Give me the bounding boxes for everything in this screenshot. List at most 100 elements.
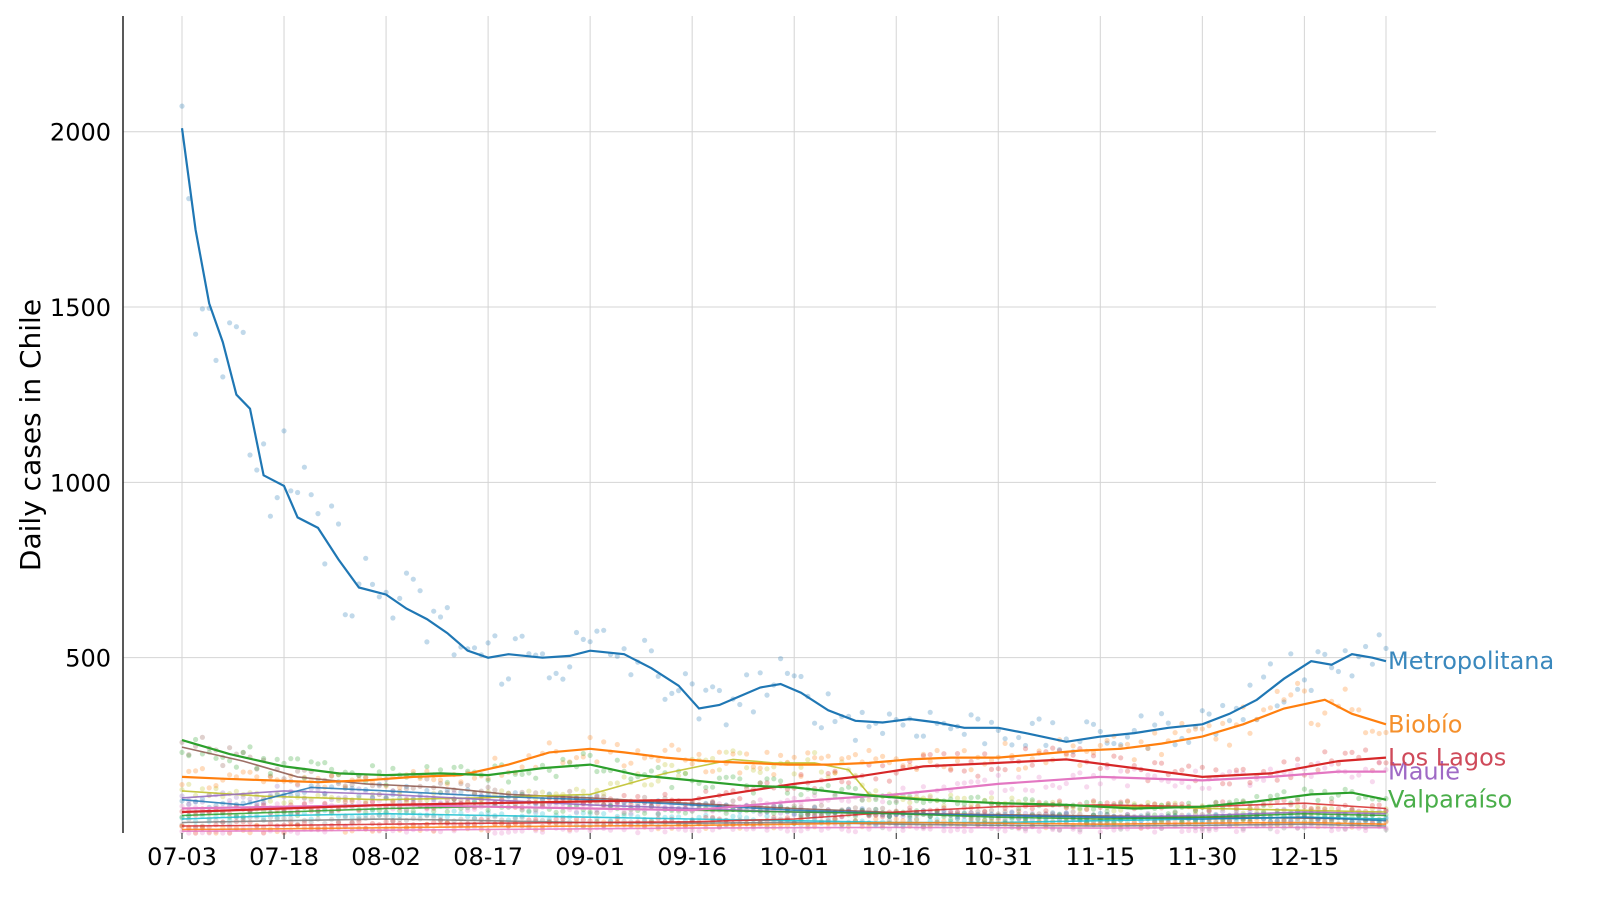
data-point xyxy=(988,795,995,801)
series-line xyxy=(181,746,1387,820)
data-point xyxy=(1056,747,1063,753)
data-point xyxy=(1220,808,1226,815)
data-point xyxy=(798,828,804,834)
x-tick-label: 07-18 xyxy=(249,843,319,871)
data-point xyxy=(621,763,627,769)
data-point xyxy=(975,809,981,815)
data-point xyxy=(1363,827,1369,834)
data-point xyxy=(247,796,253,802)
data-point xyxy=(179,749,185,756)
data-point xyxy=(988,790,995,796)
data-point xyxy=(1077,770,1083,776)
data-point xyxy=(505,779,512,785)
data-point xyxy=(655,764,661,771)
data-point xyxy=(431,808,437,814)
data-point xyxy=(315,761,321,767)
data-point xyxy=(431,608,437,614)
data-point xyxy=(437,777,444,783)
data-point xyxy=(1022,796,1029,802)
data-point xyxy=(553,773,559,780)
data-point xyxy=(961,768,967,774)
data-point xyxy=(907,815,913,821)
data-point xyxy=(1335,668,1341,675)
data-point xyxy=(771,764,777,770)
data-point xyxy=(1247,682,1253,688)
data-point xyxy=(886,800,893,806)
data-point xyxy=(954,781,961,787)
data-point xyxy=(628,672,634,678)
data-point xyxy=(1118,768,1124,774)
data-point xyxy=(948,766,954,772)
data-point xyxy=(920,733,927,739)
data-point xyxy=(410,576,416,582)
data-point xyxy=(485,640,491,646)
data-point xyxy=(1090,799,1097,805)
data-point xyxy=(431,814,437,820)
series-line xyxy=(181,739,1387,810)
data-point xyxy=(274,495,280,501)
data-point xyxy=(1315,818,1321,824)
data-point xyxy=(689,761,695,767)
data-point xyxy=(778,778,784,784)
data-point xyxy=(539,829,546,835)
data-point xyxy=(1097,781,1103,787)
data-point xyxy=(1016,806,1022,812)
data-point xyxy=(233,764,239,770)
series-line xyxy=(181,805,1387,820)
data-point xyxy=(594,809,600,816)
data-point xyxy=(968,767,974,773)
y-tick-label: 1500 xyxy=(50,294,111,322)
data-point xyxy=(886,778,893,784)
data-point xyxy=(805,757,811,763)
data-point xyxy=(1342,750,1348,756)
data-point xyxy=(1322,749,1328,755)
data-point xyxy=(1383,760,1389,766)
data-point xyxy=(281,428,287,434)
data-point xyxy=(580,810,586,816)
data-point xyxy=(750,709,757,715)
data-point xyxy=(254,766,260,772)
data-point xyxy=(1376,759,1382,765)
data-point xyxy=(186,801,192,807)
data-point xyxy=(220,762,226,769)
data-point xyxy=(1329,799,1335,805)
data-point xyxy=(635,793,641,800)
data-point xyxy=(193,736,199,743)
data-point xyxy=(750,764,757,770)
data-point xyxy=(363,775,369,781)
data-point xyxy=(1226,781,1233,787)
data-point xyxy=(1022,787,1029,793)
data-point xyxy=(1199,828,1205,834)
data-point xyxy=(227,758,233,764)
data-point xyxy=(648,648,655,654)
data-point xyxy=(716,687,723,694)
data-point xyxy=(1376,632,1382,638)
data-point xyxy=(954,758,961,764)
x-tick-label: 11-15 xyxy=(1065,843,1135,871)
data-point xyxy=(267,770,273,777)
data-point xyxy=(1002,740,1008,747)
data-point xyxy=(832,770,838,776)
data-point xyxy=(1315,804,1321,810)
data-point xyxy=(961,801,967,807)
data-point xyxy=(1274,829,1280,835)
data-point xyxy=(247,819,253,825)
data-point xyxy=(1240,827,1246,833)
data-point xyxy=(1145,810,1151,817)
data-point xyxy=(485,784,491,790)
data-point xyxy=(682,810,689,816)
data-point xyxy=(369,820,376,827)
data-point xyxy=(281,760,287,766)
data-point xyxy=(471,815,478,821)
data-point xyxy=(614,741,620,748)
data-point xyxy=(1022,765,1029,771)
data-point xyxy=(750,826,757,832)
data-point xyxy=(1179,767,1185,773)
data-point xyxy=(499,830,505,836)
data-point xyxy=(676,773,682,779)
data-point xyxy=(1349,774,1355,780)
data-point xyxy=(1274,777,1280,783)
data-point xyxy=(349,814,355,820)
data-point xyxy=(791,828,797,834)
data-point xyxy=(1220,799,1226,805)
